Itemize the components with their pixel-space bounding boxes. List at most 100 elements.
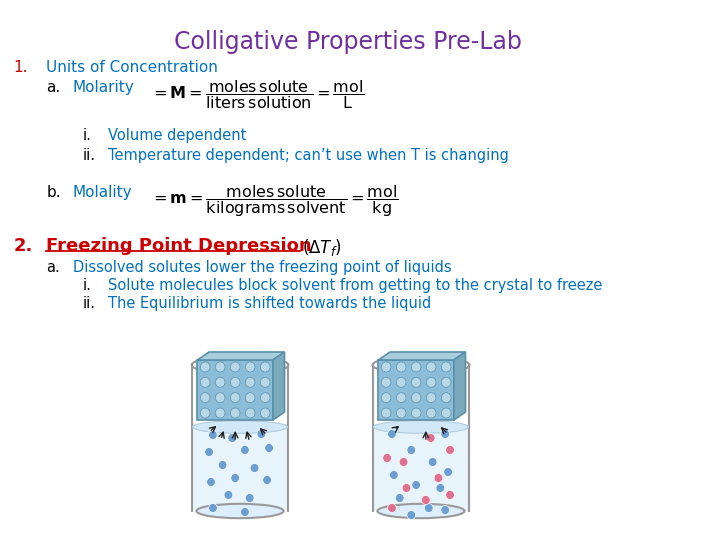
Circle shape bbox=[428, 457, 437, 467]
Circle shape bbox=[382, 393, 391, 403]
Circle shape bbox=[200, 408, 210, 418]
Circle shape bbox=[426, 408, 436, 418]
Circle shape bbox=[426, 393, 436, 403]
Circle shape bbox=[444, 468, 452, 476]
Circle shape bbox=[441, 393, 451, 403]
Text: a.: a. bbox=[47, 260, 60, 275]
Circle shape bbox=[436, 483, 445, 492]
Text: a.: a. bbox=[47, 80, 60, 95]
Circle shape bbox=[407, 510, 415, 519]
Polygon shape bbox=[454, 352, 466, 420]
Circle shape bbox=[261, 393, 270, 403]
Circle shape bbox=[209, 503, 217, 512]
Text: i.: i. bbox=[82, 278, 91, 293]
Circle shape bbox=[382, 377, 391, 387]
Circle shape bbox=[441, 408, 451, 418]
Circle shape bbox=[434, 474, 443, 483]
Polygon shape bbox=[379, 352, 466, 360]
Text: $= \mathbf{M} = \dfrac{\mathrm{moles\,solute}}{\mathrm{liters\,solution}} = \dfr: $= \mathbf{M} = \dfrac{\mathrm{moles\,so… bbox=[150, 78, 364, 111]
Circle shape bbox=[412, 481, 420, 489]
Text: Units of Concentration: Units of Concentration bbox=[47, 60, 218, 75]
Circle shape bbox=[246, 393, 255, 403]
Circle shape bbox=[399, 457, 408, 467]
Circle shape bbox=[224, 490, 233, 500]
Circle shape bbox=[441, 362, 451, 372]
Circle shape bbox=[261, 362, 270, 372]
Polygon shape bbox=[192, 427, 287, 511]
Text: $(\Delta T_f)$: $(\Delta T_f)$ bbox=[302, 237, 342, 258]
Polygon shape bbox=[197, 352, 284, 360]
Polygon shape bbox=[273, 352, 284, 420]
Text: Colligative Properties Pre-Lab: Colligative Properties Pre-Lab bbox=[174, 30, 522, 54]
Circle shape bbox=[396, 362, 406, 372]
Text: Dissolved solutes lower the freezing point of liquids: Dissolved solutes lower the freezing poi… bbox=[73, 260, 451, 275]
Circle shape bbox=[395, 494, 404, 503]
Circle shape bbox=[387, 429, 396, 438]
Ellipse shape bbox=[374, 421, 469, 433]
Circle shape bbox=[265, 443, 274, 453]
Circle shape bbox=[230, 362, 240, 372]
Circle shape bbox=[200, 393, 210, 403]
Circle shape bbox=[230, 408, 240, 418]
Text: ii.: ii. bbox=[82, 296, 95, 311]
Circle shape bbox=[228, 434, 237, 442]
Circle shape bbox=[396, 377, 406, 387]
Circle shape bbox=[215, 362, 225, 372]
Circle shape bbox=[231, 474, 240, 483]
Circle shape bbox=[382, 362, 391, 372]
Circle shape bbox=[230, 377, 240, 387]
Text: 2.: 2. bbox=[14, 237, 33, 255]
Text: Temperature dependent; can’t use when T is changing: Temperature dependent; can’t use when T … bbox=[109, 148, 509, 163]
Circle shape bbox=[382, 408, 391, 418]
Text: Molality: Molality bbox=[73, 185, 132, 200]
Text: $= \mathbf{m} = \dfrac{\mathrm{moles\,solute}}{\mathrm{kilograms\,solvent}} = \d: $= \mathbf{m} = \dfrac{\mathrm{moles\,so… bbox=[150, 183, 399, 219]
Text: Freezing Point Depression: Freezing Point Depression bbox=[47, 237, 312, 255]
Bar bbox=[197, 360, 273, 420]
Bar bbox=[379, 360, 454, 420]
Circle shape bbox=[209, 430, 217, 440]
Circle shape bbox=[246, 408, 255, 418]
Circle shape bbox=[240, 446, 249, 455]
Ellipse shape bbox=[377, 504, 464, 518]
Circle shape bbox=[424, 503, 433, 512]
Circle shape bbox=[426, 377, 436, 387]
Ellipse shape bbox=[192, 421, 287, 433]
Circle shape bbox=[383, 454, 392, 462]
Circle shape bbox=[441, 505, 449, 515]
Text: The Equilibrium is shifted towards the liquid: The Equilibrium is shifted towards the l… bbox=[109, 296, 432, 311]
Circle shape bbox=[396, 393, 406, 403]
Circle shape bbox=[411, 408, 421, 418]
Circle shape bbox=[407, 446, 415, 455]
Text: Molarity: Molarity bbox=[73, 80, 135, 95]
Circle shape bbox=[441, 429, 449, 438]
Circle shape bbox=[246, 362, 255, 372]
Circle shape bbox=[387, 503, 396, 512]
Circle shape bbox=[390, 470, 398, 480]
Circle shape bbox=[218, 461, 227, 469]
Circle shape bbox=[446, 490, 454, 500]
Text: Solute molecules block solvent from getting to the crystal to freeze: Solute molecules block solvent from gett… bbox=[109, 278, 603, 293]
Circle shape bbox=[207, 477, 215, 487]
Circle shape bbox=[411, 393, 421, 403]
Text: b.: b. bbox=[47, 185, 61, 200]
Text: Volume dependent: Volume dependent bbox=[109, 128, 247, 143]
Circle shape bbox=[215, 393, 225, 403]
Circle shape bbox=[263, 476, 271, 484]
Circle shape bbox=[215, 377, 225, 387]
Circle shape bbox=[246, 494, 254, 503]
Circle shape bbox=[246, 377, 255, 387]
Circle shape bbox=[421, 496, 430, 504]
Text: 1.: 1. bbox=[14, 60, 28, 75]
Text: ii.: ii. bbox=[82, 148, 95, 163]
Circle shape bbox=[411, 362, 421, 372]
Circle shape bbox=[230, 393, 240, 403]
Circle shape bbox=[204, 448, 213, 456]
Circle shape bbox=[446, 446, 454, 455]
Circle shape bbox=[257, 429, 266, 438]
Circle shape bbox=[261, 408, 270, 418]
Circle shape bbox=[240, 508, 249, 516]
Circle shape bbox=[200, 377, 210, 387]
Circle shape bbox=[402, 483, 411, 492]
Circle shape bbox=[261, 377, 270, 387]
Circle shape bbox=[426, 362, 436, 372]
